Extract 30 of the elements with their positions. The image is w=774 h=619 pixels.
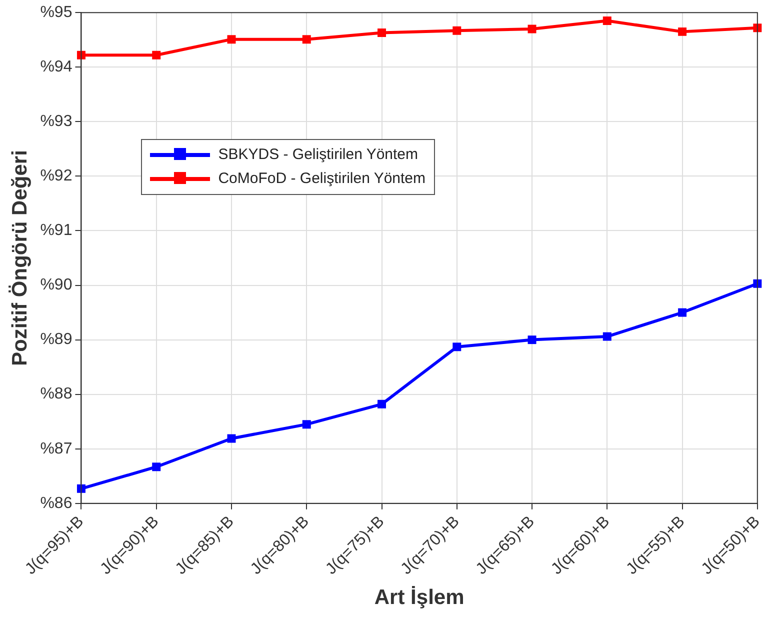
y-tick-label: %95 [40,4,72,22]
point [152,462,161,472]
point [602,332,612,341]
point [452,342,462,352]
y-axis-title: Pozitif Öngörü Değeri [8,150,32,366]
y-tick-label: %86 [40,494,72,512]
point [227,434,236,443]
point [678,27,687,36]
point [152,50,161,60]
y-tick-label: %94 [40,58,72,76]
point [302,35,311,44]
point [528,336,536,344]
point [678,308,687,317]
y-tick-label: %87 [40,440,72,458]
point [452,26,462,35]
y-tick-label: %88 [40,386,72,403]
point [602,16,612,26]
x-axis-title: Art İşlem [374,586,464,610]
y-tick-label: %90 [40,276,72,294]
legend-label: CoMoFoD - Geliştirilen Yöntem [218,170,426,188]
point [378,28,386,38]
y-tick-label: %92 [40,168,72,185]
y-tick-label: %93 [40,113,72,130]
legend-label: SBKYDS - Geliştirilen Yöntem [218,146,418,164]
y-tick-label: %91 [40,222,72,240]
point [302,420,311,429]
point [227,35,236,44]
point [528,24,536,34]
y-tick-label: %89 [40,331,72,348]
point [378,400,386,408]
